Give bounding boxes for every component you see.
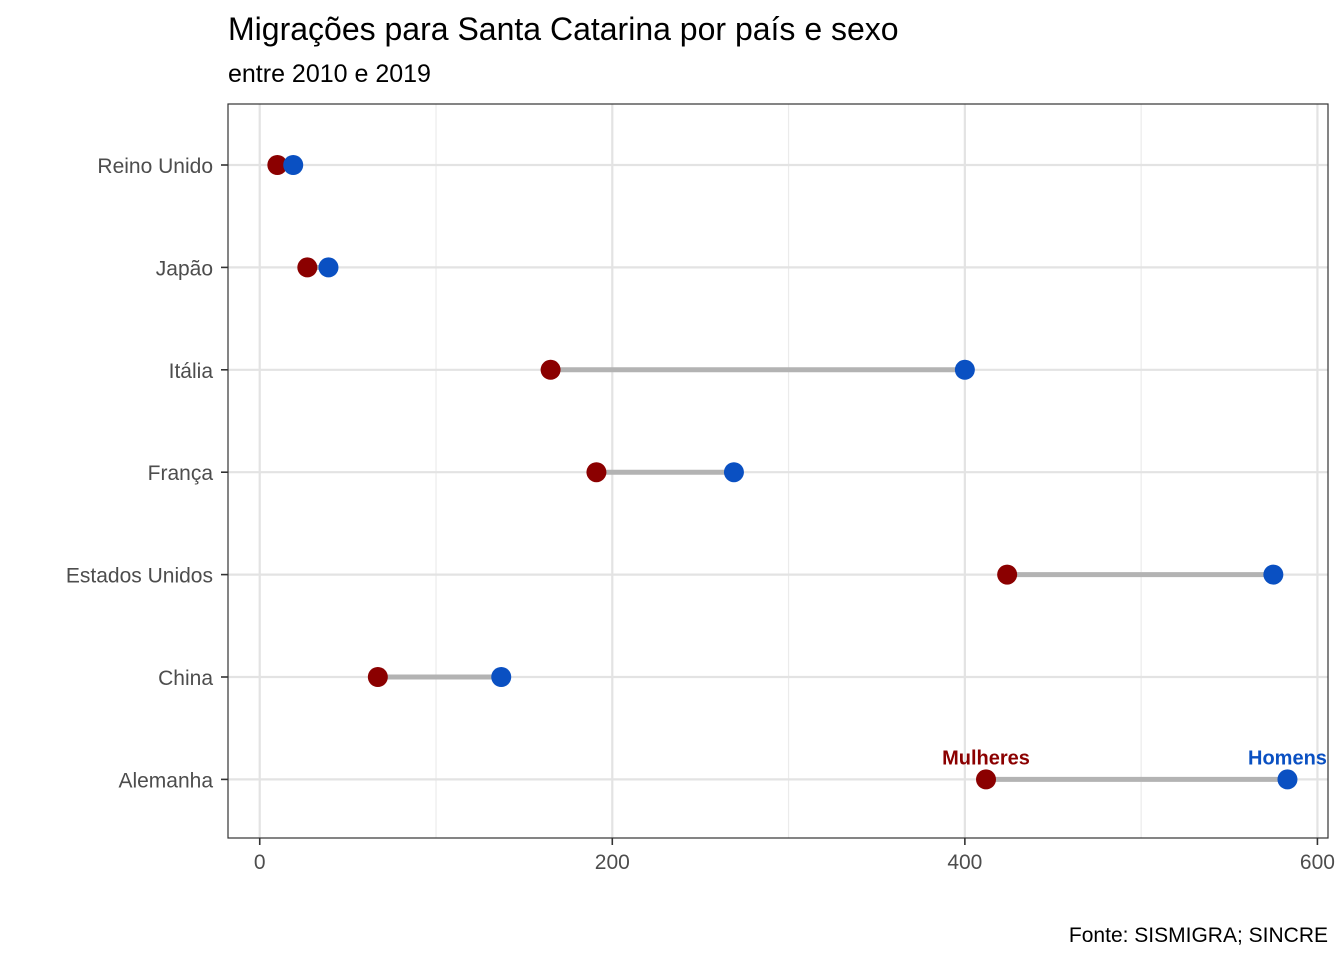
y-tick-label: Reino Unido: [97, 155, 213, 178]
mulheres-point: [297, 257, 318, 278]
homens-point: [283, 155, 304, 175]
y-tick-label: França: [148, 462, 214, 485]
x-tick-label: 600: [1300, 851, 1335, 874]
x-tick-label: 0: [254, 851, 266, 874]
axis-layer: 0 200 400 600 Reino Unido Japão Itália França Es…: [66, 155, 1335, 874]
homens-point: [491, 667, 512, 687]
chart-caption: Fonte: SISMIGRA; SINCRE: [1069, 924, 1328, 947]
point-layer: [267, 155, 1298, 790]
homens-point: [723, 462, 744, 483]
x-tick-label: 200: [595, 851, 630, 874]
panel-border: [227, 103, 1329, 839]
segment-layer: [277, 162, 1288, 782]
mulheres-point: [540, 359, 561, 380]
x-tick-label: 400: [947, 851, 982, 874]
y-tick-label: China: [158, 667, 213, 690]
mulheres-point: [997, 564, 1018, 585]
chart-title: Migrações para Santa Catarina por país e…: [228, 11, 899, 47]
grid-layer: [228, 104, 1328, 838]
y-tick-label: Japão: [156, 257, 213, 280]
homens-label: Homens: [1248, 747, 1327, 769]
y-tick-label: Itália: [169, 360, 214, 383]
mulheres-point: [976, 769, 997, 790]
mulheres-label: Mulheres: [942, 747, 1030, 769]
homens-point: [318, 257, 339, 278]
y-tick-label: Alemanha: [118, 769, 213, 792]
y-tick-label: Estados Unidos: [66, 565, 213, 588]
chart-subtitle: entre 2010 e 2019: [228, 60, 431, 88]
homens-point: [1277, 769, 1298, 790]
homens-point: [954, 359, 975, 380]
mulheres-point: [586, 462, 607, 483]
mulheres-point: [267, 155, 288, 175]
homens-point: [1263, 564, 1284, 585]
point-label-layer: Mulheres Homens: [942, 747, 1327, 769]
mulheres-point: [367, 667, 388, 687]
